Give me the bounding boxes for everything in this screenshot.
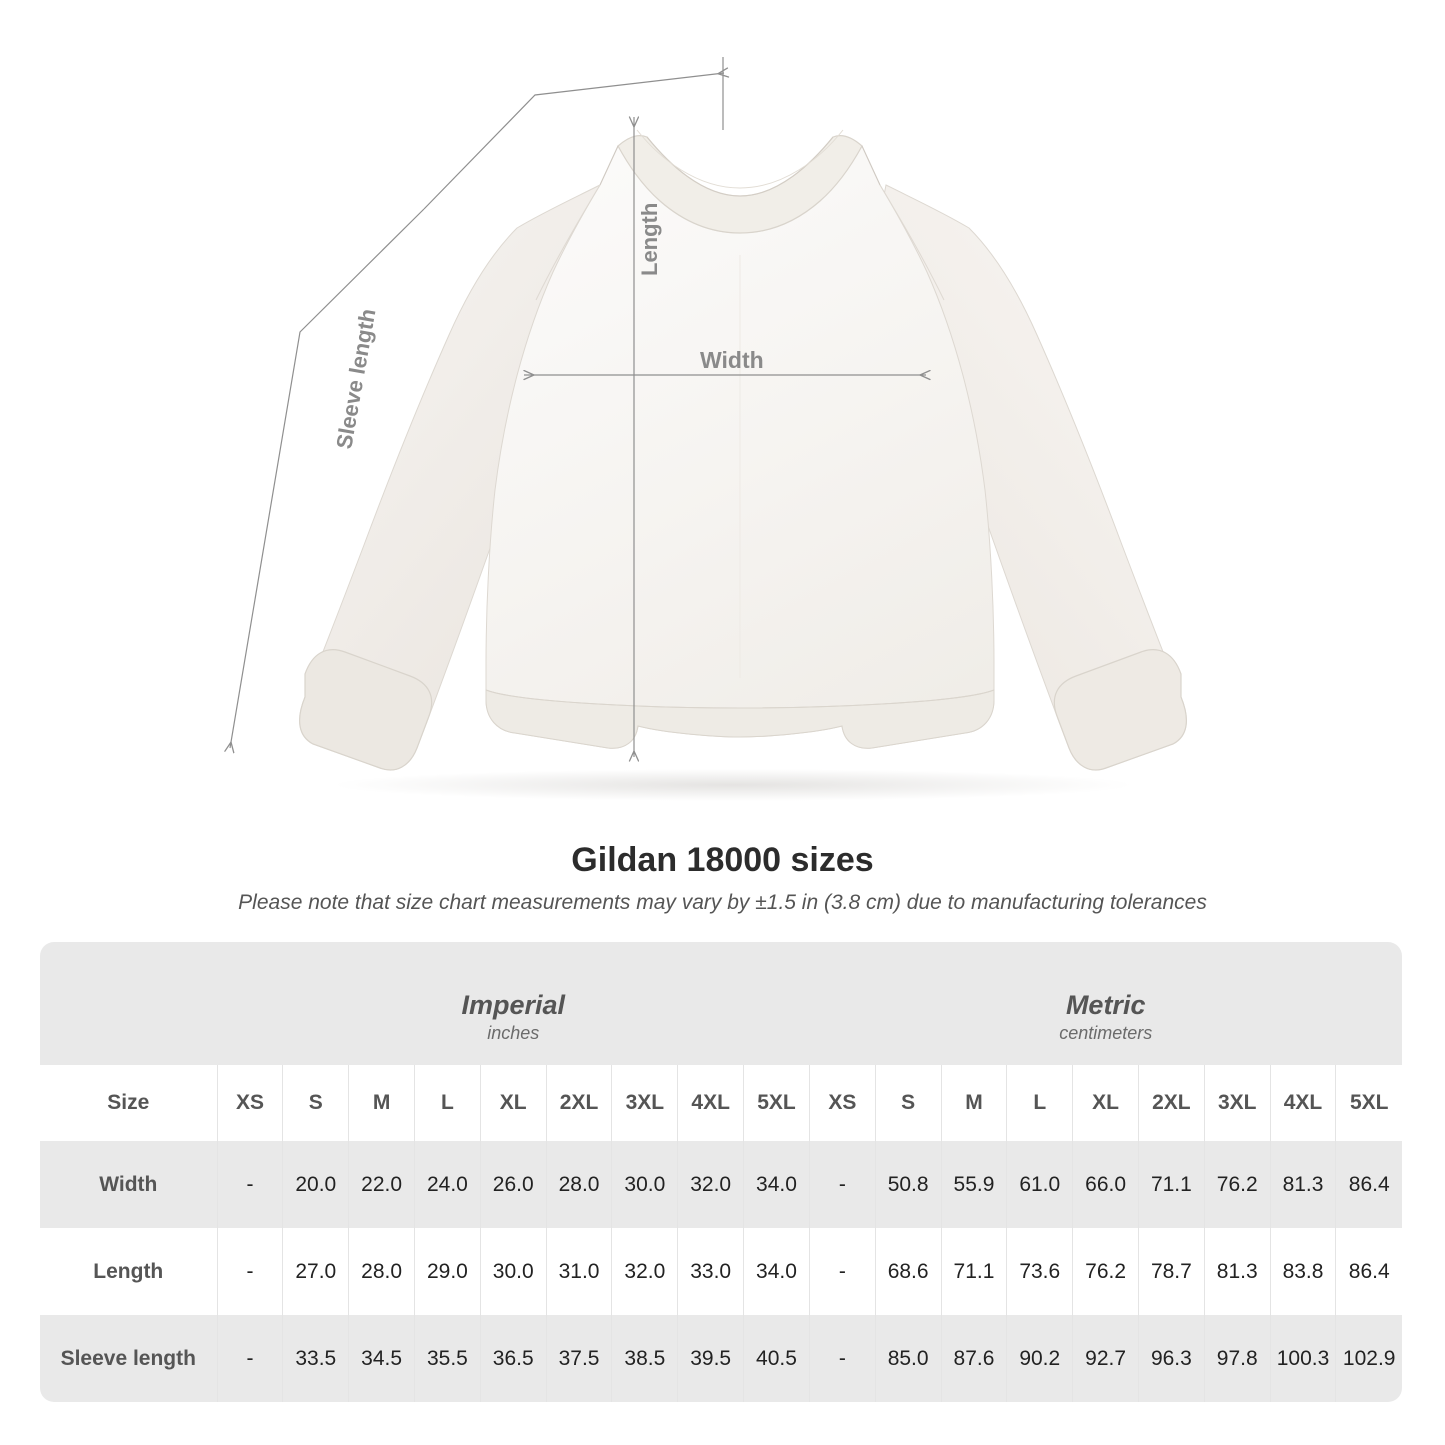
svg-text:Sleeve length: Sleeve length — [331, 307, 380, 451]
svg-text:Length: Length — [637, 203, 662, 276]
svg-text:Width: Width — [700, 347, 764, 373]
